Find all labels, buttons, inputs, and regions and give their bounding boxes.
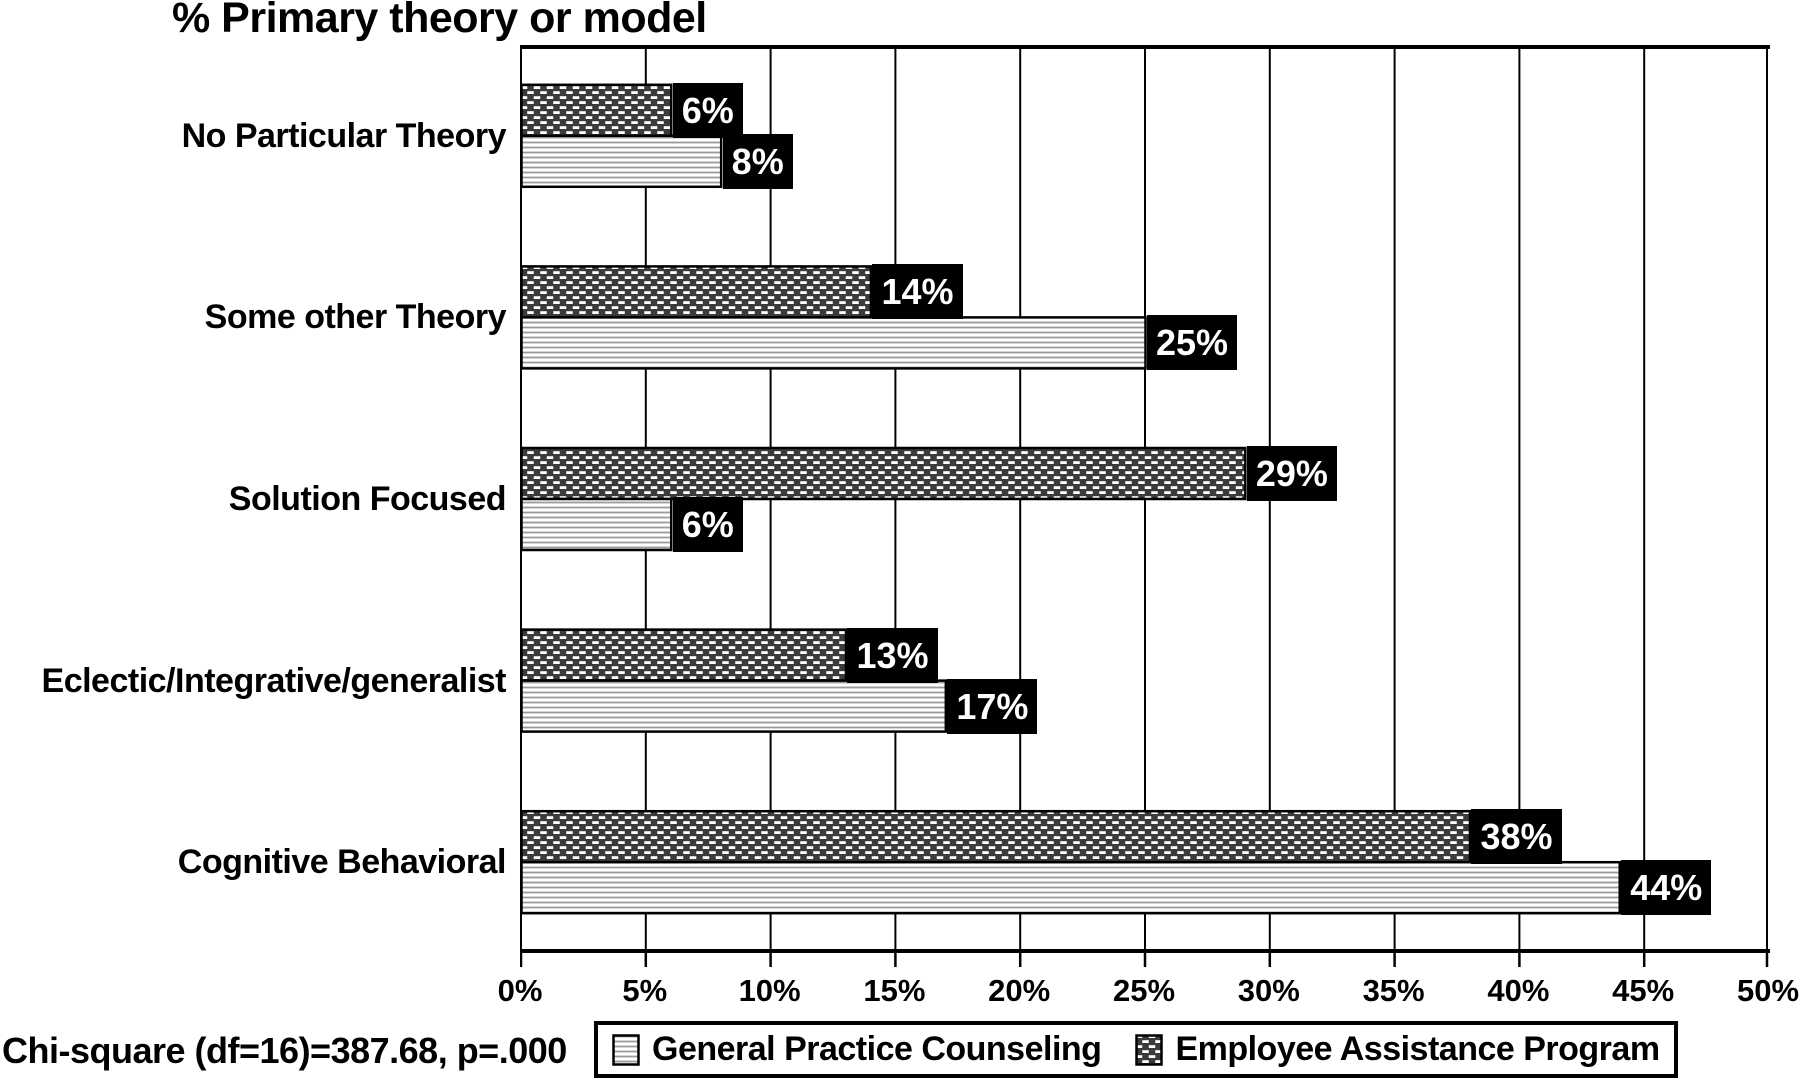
bar-value-label: 6% xyxy=(672,82,743,138)
category-label: No Particular Theory xyxy=(181,116,507,155)
bar-value-label: 6% xyxy=(672,497,743,552)
x-axis-tick-label: 50% xyxy=(1736,973,1800,1008)
x-axis-tick-label: 15% xyxy=(863,973,926,1008)
bar xyxy=(520,679,948,733)
x-axis-tick-label: 20% xyxy=(988,973,1051,1008)
bar-value-label: 25% xyxy=(1147,315,1238,371)
legend-item: General Practice Counseling xyxy=(612,1030,1102,1069)
bar xyxy=(520,83,673,138)
bar xyxy=(520,446,1247,501)
bar xyxy=(520,497,673,552)
x-axis-tick-label: 40% xyxy=(1487,973,1550,1008)
bar-value-label: 17% xyxy=(947,678,1038,734)
category-label: Cognitive Behavioral xyxy=(177,843,507,882)
legend-label: Employee Assistance Program xyxy=(1175,1030,1660,1068)
chart-title: % Primary theory or model xyxy=(172,0,707,42)
x-axis-tick-label: 35% xyxy=(1362,973,1425,1008)
bar xyxy=(520,860,1621,915)
legend-item: Employee Assistance Program xyxy=(1135,1030,1660,1069)
legend: General Practice Counseling Employee Assi… xyxy=(594,1021,1678,1078)
lined-pattern-swatch-icon xyxy=(612,1033,640,1066)
bar-value-label: 8% xyxy=(722,133,793,189)
bar xyxy=(520,134,723,189)
bar-value-label: 29% xyxy=(1246,446,1337,501)
x-axis-tick-label: 30% xyxy=(1237,973,1300,1008)
bar xyxy=(520,316,1147,370)
category-label: Some other Theory xyxy=(204,298,507,337)
bar xyxy=(520,628,848,682)
dotted-pattern-swatch-icon xyxy=(1135,1033,1164,1066)
bar xyxy=(520,265,873,319)
x-axis-tick-label: 0% xyxy=(497,973,543,1008)
bar-value-label: 14% xyxy=(872,264,963,320)
bars xyxy=(520,83,1621,915)
bar-value-label: 44% xyxy=(1621,860,1712,916)
chi-square-note: Chi-square (df=16)=387.68, p=.000 xyxy=(2,1030,567,1071)
x-axis-tick-label: 5% xyxy=(622,973,668,1008)
bar-value-label: 13% xyxy=(847,627,938,683)
plot-area xyxy=(520,45,1770,967)
x-axis-tick-label: 45% xyxy=(1612,973,1675,1008)
x-axis-tick-label: 25% xyxy=(1112,973,1176,1008)
category-label: Solution Focused xyxy=(228,480,507,518)
legend-label: General Practice Counseling xyxy=(652,1030,1102,1068)
bar xyxy=(520,809,1472,864)
x-axis-tick-label: 10% xyxy=(738,973,801,1008)
x-axis xyxy=(520,949,1770,967)
bar-value-label: 38% xyxy=(1471,809,1562,865)
category-label: Eclectic/Integrative/generalist xyxy=(41,661,507,700)
